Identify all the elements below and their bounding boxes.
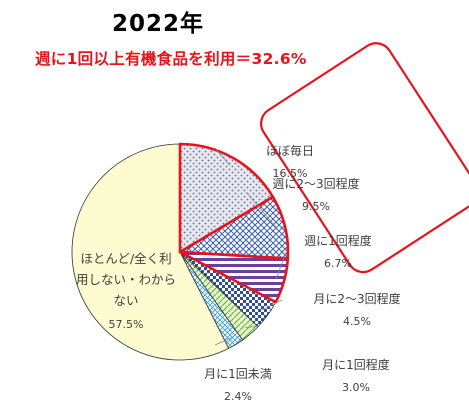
- slice-label: ない: [113, 293, 138, 308]
- leader-line: [261, 299, 283, 311]
- slice-label: 月に1回程度: [322, 357, 390, 372]
- slice-label: 月に1回未満: [204, 367, 272, 381]
- slice-value-label: 3.0%: [342, 381, 370, 394]
- leader-line: [214, 337, 232, 346]
- leader-line: [245, 325, 259, 329]
- slice-value-label: 2.4%: [224, 390, 252, 403]
- chart-title: 2022年: [112, 11, 205, 37]
- leader-line: [275, 251, 287, 279]
- slice-label: 週に1回程度: [304, 233, 372, 248]
- slice-label: 用しない・わから: [76, 272, 176, 287]
- slice-value-label: 6.7%: [324, 257, 352, 270]
- chart-subtitle: 週に1回以上有機食品を利用＝32.6%: [35, 50, 307, 68]
- slice-value-label: 57.5%: [109, 318, 144, 331]
- highlight-box: [260, 42, 469, 274]
- slice-value-label: 9.5%: [302, 200, 330, 213]
- slice-highlight-outline: [178, 250, 290, 304]
- slice-label: 月に2～3回程度: [313, 291, 400, 306]
- slice-highlight-outline: [178, 142, 275, 254]
- slice-value-label: 16.5%: [273, 167, 308, 180]
- slice-label: ほとんど/全く利: [80, 251, 171, 266]
- slice-value-label: 4.5%: [343, 315, 371, 328]
- slice-label: 週に2～3回程度: [272, 176, 359, 191]
- pie-slice: [71, 143, 230, 361]
- leader-line: [245, 191, 278, 229]
- leader-line: [214, 147, 230, 166]
- slice-label: ほぼ毎日: [266, 143, 314, 158]
